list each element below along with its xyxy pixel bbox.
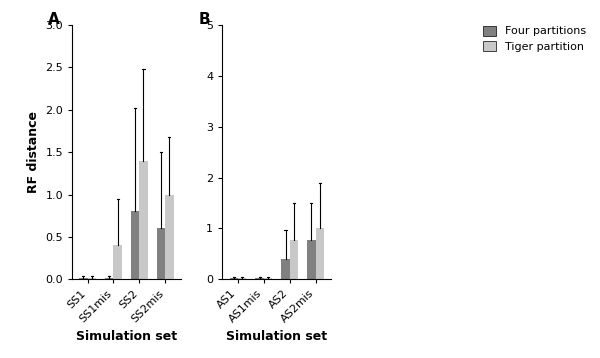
Bar: [281, 259, 290, 279]
Y-axis label: RF distance: RF distance: [26, 111, 40, 193]
X-axis label: Simulation set: Simulation set: [226, 330, 327, 343]
Text: A: A: [48, 12, 60, 27]
X-axis label: Simulation set: Simulation set: [76, 330, 177, 343]
Legend: Four partitions, Tiger partition: Four partitions, Tiger partition: [481, 24, 589, 54]
Bar: [307, 240, 316, 279]
Bar: [113, 245, 122, 279]
Bar: [165, 194, 173, 279]
Bar: [157, 228, 165, 279]
Bar: [139, 161, 148, 279]
Bar: [230, 278, 238, 279]
Bar: [88, 277, 96, 279]
Bar: [290, 240, 298, 279]
Bar: [131, 212, 139, 279]
Bar: [79, 277, 88, 279]
Bar: [105, 277, 113, 279]
Bar: [264, 278, 272, 279]
Bar: [238, 278, 246, 279]
Text: B: B: [199, 12, 210, 27]
Bar: [316, 228, 324, 279]
Bar: [256, 278, 264, 279]
